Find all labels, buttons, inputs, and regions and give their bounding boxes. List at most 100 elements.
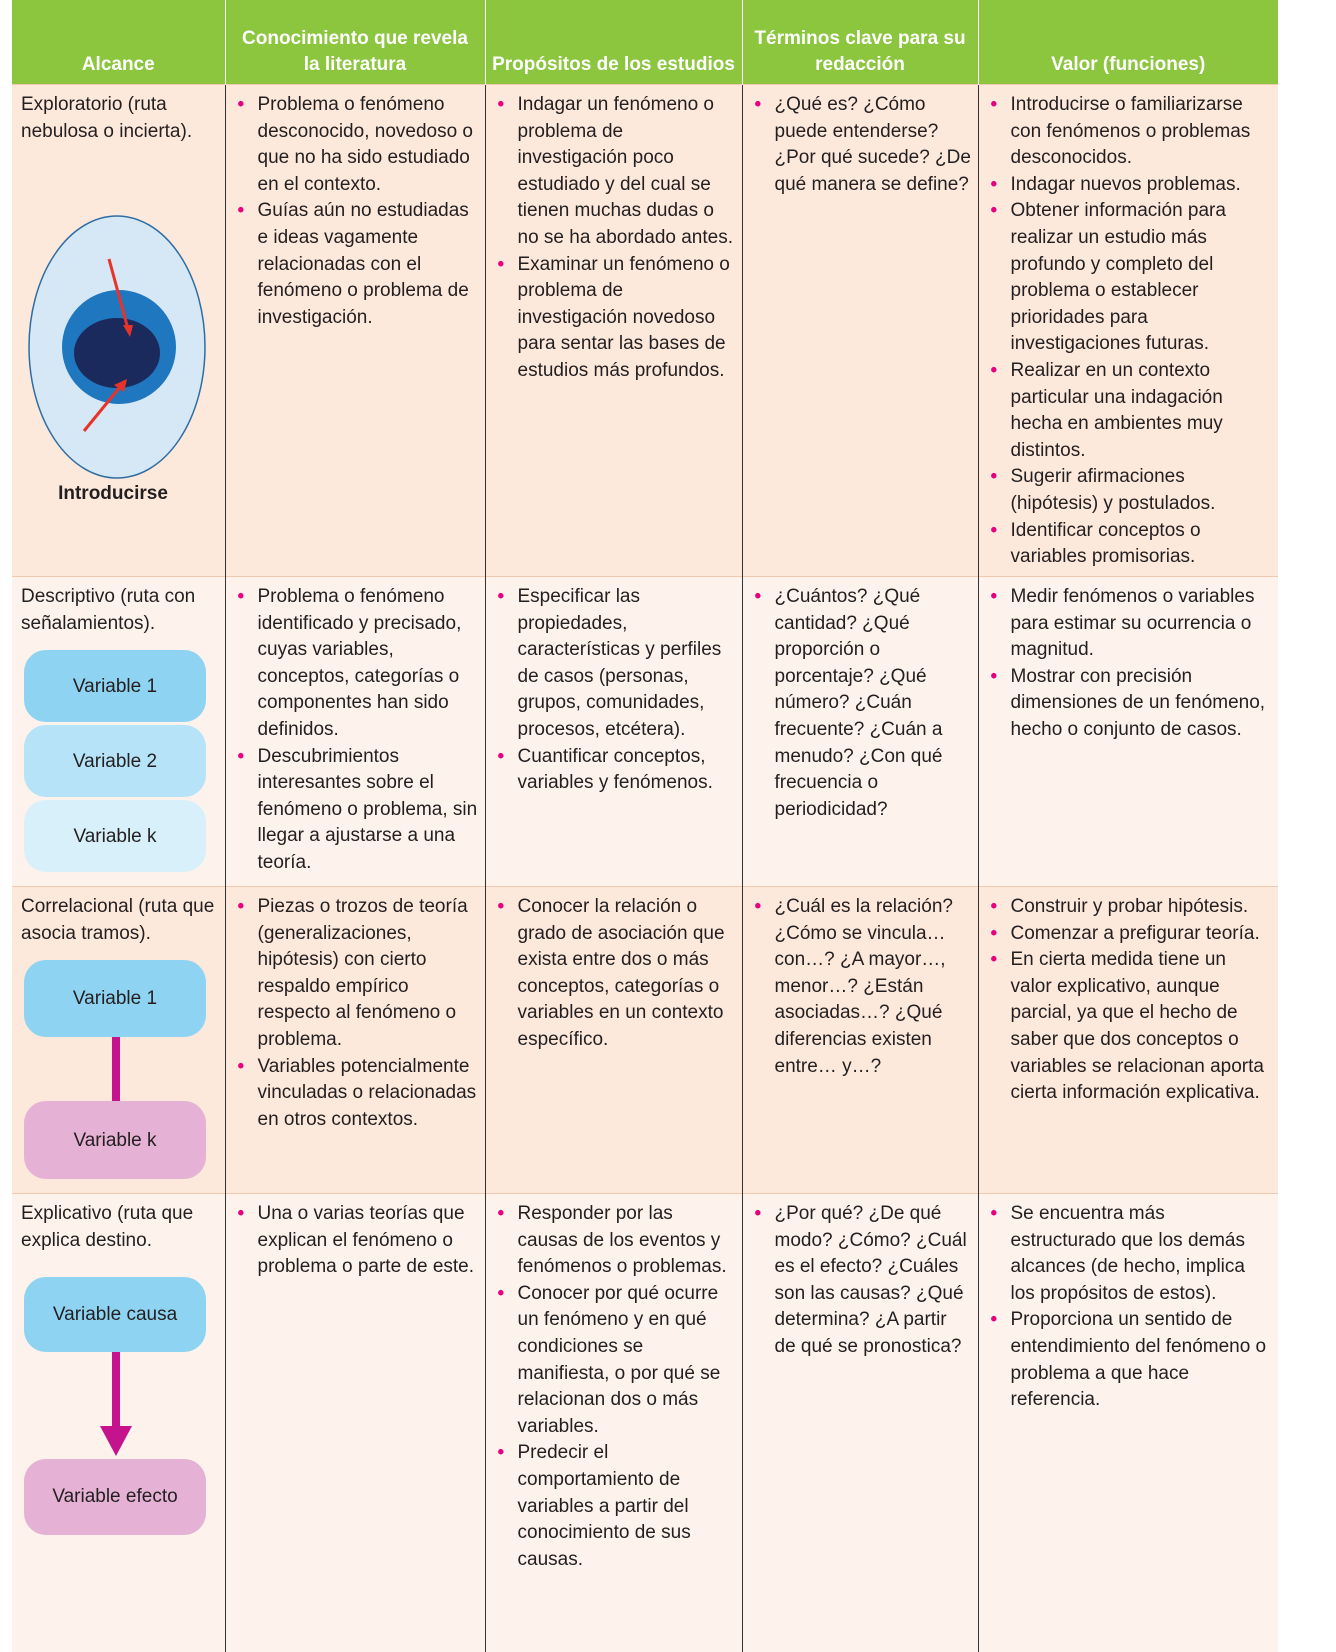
variable-box [24,800,206,872]
correlation-figure: Variable 1 Variable k [24,960,206,1179]
bullet-item: Indagar nuevos problemas. [991,172,1273,199]
bullet-list: Medir fenómenos o variables para estimar… [987,584,1273,744]
bullet-list: ¿Cuántos? ¿Qué cantidad? ¿Qué proporción… [751,584,972,823]
scope-table: Alcance Conocimiento que revela la liter… [12,0,1278,1652]
bullet-list: Conocer la relación o grado de asociació… [494,894,736,1054]
content-cell: Construir y probar hipótesis.Comenzar a … [977,886,1278,1194]
bullet-item: ¿Por qué? ¿De qué modo? ¿Cómo? ¿Cuál es … [755,1201,972,1361]
arrowhead [100,1426,132,1456]
bullet-item: Variables potencialmente vinculadas o re… [238,1054,479,1134]
figure-label: Variable 2 [73,751,157,772]
bullet-item: Mostrar con precisión dimensiones de un … [991,664,1273,744]
bullet-item: Indagar un fenómeno o problema de invest… [498,92,736,252]
variable-box [24,1101,206,1179]
scope-cell: Introducirse Exploratorio (ruta nebulosa… [12,84,225,577]
content-cell: Conocer la relación o grado de asociació… [484,886,742,1194]
bullet-item: Realizar en un contexto particular una i… [991,358,1273,464]
row: Introducirse Exploratorio (ruta nebulosa… [12,84,1278,577]
bullet-item: Especificar las propiedades, característ… [498,584,736,744]
arrowhead [123,325,133,337]
variable-box [24,725,206,797]
variable-box [24,960,206,1037]
header-cell: Conocimiento que revela la literatura [224,0,485,85]
bullet-list: Se encuentra más estructurado que los de… [987,1201,1273,1414]
bullet-item: Examinar un fenómeno o problema de inves… [498,252,736,385]
variable-box [24,650,206,722]
bullet-item: Construir y probar hipótesis. [991,894,1273,921]
bullet-item: Obtener información para realizar un est… [991,198,1273,358]
figure-label: Variable causa [53,1304,178,1325]
bullet-item: Introducirse o familiarizarse con fenóme… [991,92,1273,172]
causal-figure: Variable causa Variable efecto [24,1277,206,1535]
variable-box [24,1277,206,1352]
variables-figure: Variable 1 Variable 2 Variable k [24,650,206,872]
content-cell: ¿Por qué? ¿De qué modo? ¿Cómo? ¿Cuál es … [741,1193,978,1652]
content-cell: ¿Cuál es la relación? ¿Cómo se vincula… … [741,886,978,1194]
bullet-item: Una o varias teorías que explican el fen… [238,1201,479,1281]
content-cell: Introducirse o familiarizarse con fenóme… [977,84,1278,577]
bullet-list: Problema o fenómeno identificado y preci… [234,584,479,877]
bullet-item: En cierta medida tiene un valor explicat… [991,947,1273,1107]
bullet-list: ¿Cuál es la relación? ¿Cómo se vincula… … [751,894,972,1080]
inner-ellipse [74,318,160,388]
content-cell: Piezas o trozos de teoría (generalizacio… [224,886,485,1194]
content-cell: Indagar un fenómeno o problema de invest… [484,84,742,577]
figure-label: Variable k [73,826,157,847]
bullet-item: Problema o fenómeno identificado y preci… [238,584,479,744]
content-cell: Problema o fenómeno desconocido, novedos… [224,84,485,577]
bullet-item: ¿Qué es? ¿Cómo puede entenderse? ¿Por qu… [755,92,972,198]
bullet-item: Identificar conceptos o variables promis… [991,518,1273,571]
content-cell: Medir fenómenos o variables para estimar… [977,576,1278,887]
bullet-item: Proporciona un sentido de entendimiento … [991,1307,1273,1413]
bullet-item: Comenzar a prefigurar teoría. [991,921,1273,948]
header-cell: Términos clave para su redacción [741,0,978,85]
content-cell: Una o varias teorías que explican el fen… [224,1193,485,1652]
content-cell: ¿Qué es? ¿Cómo puede entenderse? ¿Por qu… [741,84,978,577]
figure-label: Variable efecto [52,1486,177,1507]
bullet-item: Conocer la relación o grado de asociació… [498,894,736,1054]
bullet-item: ¿Cuál es la relación? ¿Cómo se vincula… … [755,894,972,1080]
figure-label: Variable 1 [73,676,157,697]
scope-name: Explicativo (ruta que explica destino. [21,1203,194,1251]
bullet-list: Una o varias teorías que explican el fen… [234,1201,479,1281]
arrow [107,258,130,330]
header-cell: Valor (funciones) [977,0,1278,85]
scope-name: Correlacional (ruta que asocia tramos). [21,896,215,944]
bullet-list: Responder por las causas de los eventos … [494,1201,736,1573]
bullet-list: Piezas o trozos de teoría (generalizacio… [234,894,479,1133]
scope-name: Exploratorio (ruta nebulosa o incierta). [21,94,193,142]
bullet-item: Conocer por qué ocurre un fenómeno y en … [498,1281,736,1441]
row: Variable causa Variable efecto Explicati… [12,1193,1278,1652]
nebula-figure: Introducirse [28,215,206,504]
arrow [82,386,122,432]
figure-label: Variable k [73,1130,157,1151]
scope-cell: Variable causa Variable efecto Explicati… [12,1193,225,1652]
content-cell: ¿Cuántos? ¿Qué cantidad? ¿Qué proporción… [741,576,978,887]
bullet-list: Problema o fenómeno desconocido, novedos… [234,92,479,331]
content-cell: Problema o fenómeno identificado y preci… [224,576,485,887]
bullet-item: Problema o fenómeno desconocido, novedos… [238,92,479,198]
bullet-list: Introducirse o familiarizarse con fenóme… [987,92,1273,571]
scope-cell: Variable 1 Variable 2 Variable k Descrip… [12,576,225,887]
arrowhead [114,379,127,392]
header-cell: Propósitos de los estudios [484,0,742,85]
bullet-item: Guías aún no estudiadas e ideas vagament… [238,198,479,331]
row: Variable 1 Variable 2 Variable k Descrip… [12,576,1278,887]
bullet-item: Medir fenómenos o variables para estimar… [991,584,1273,664]
bullet-list: Indagar un fenómeno o problema de invest… [494,92,736,385]
content-cell: Responder por las causas de los eventos … [484,1193,742,1652]
bullet-item: Predecir el comportamiento de variables … [498,1440,736,1573]
bullet-item: ¿Cuántos? ¿Qué cantidad? ¿Qué proporción… [755,584,972,823]
scope-cell: Variable 1 Variable k Correlacional (rut… [12,886,225,1194]
content-cell: Especificar las propiedades, característ… [484,576,742,887]
row: Variable 1 Variable k Correlacional (rut… [12,886,1278,1194]
bullet-item: Descubrimientos interesantes sobre el fe… [238,744,479,877]
bullet-list: ¿Qué es? ¿Cómo puede entenderse? ¿Por qu… [751,92,972,198]
bullet-item: Responder por las causas de los eventos … [498,1201,736,1281]
bullet-item: Sugerir afirmaciones (hipótesis) y postu… [991,464,1273,517]
figure-label: Introducirse [58,483,168,504]
bullet-item: Piezas o trozos de teoría (generalizacio… [238,894,479,1054]
content-cell: Se encuentra más estructurado que los de… [977,1193,1278,1652]
figure-label: Variable 1 [73,988,157,1009]
